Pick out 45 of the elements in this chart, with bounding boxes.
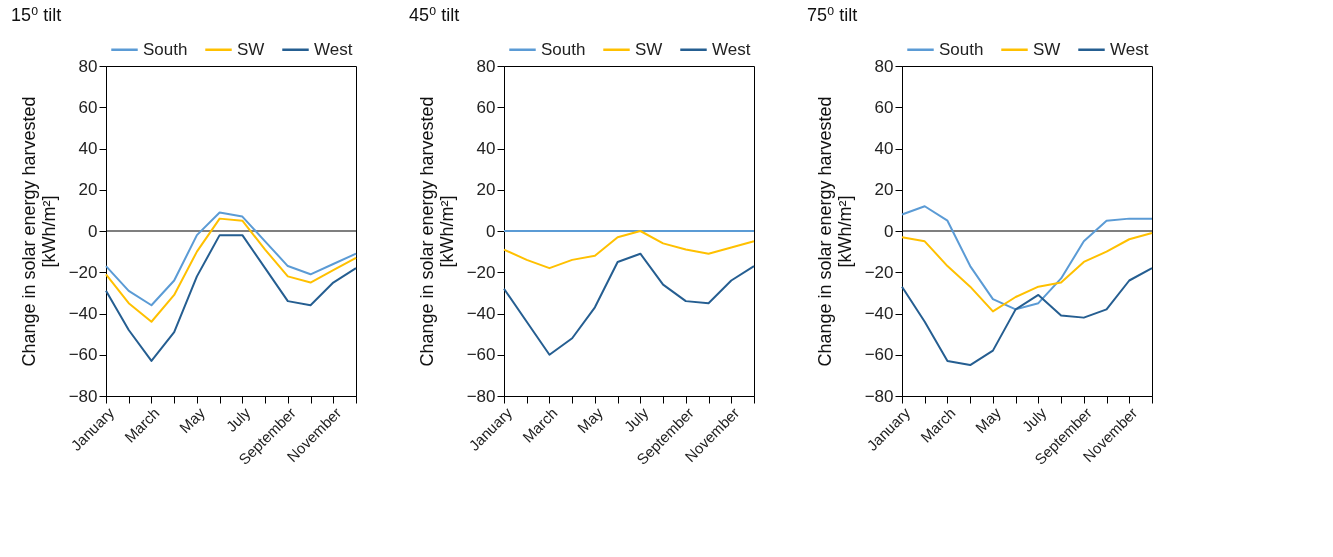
legend-label: South	[143, 39, 188, 59]
y-tick-label: 20	[874, 180, 894, 200]
y-tick-label: 0	[486, 221, 496, 241]
legend-label: SW	[1033, 39, 1061, 59]
y-tick-label: −60	[466, 345, 496, 365]
y-tick-label: 20	[476, 180, 496, 200]
y-tick-label: −80	[466, 386, 496, 406]
y-tick-label: −20	[864, 262, 894, 282]
legend-label: West	[1110, 39, 1149, 59]
y-tick-label: −20	[466, 262, 496, 282]
y-axis-title: Change in solar energy harvested [kWh/m²]	[18, 96, 59, 367]
y-tick-label: 20	[78, 180, 98, 200]
x-tick-label: May	[971, 403, 1005, 437]
y-tick-label: −80	[864, 386, 894, 406]
chart-title: 75⁰ tilt	[807, 5, 858, 25]
y-tick-label: 80	[78, 56, 98, 76]
legend-label: South	[541, 39, 586, 59]
y-tick-label: −40	[68, 304, 98, 323]
y-tick-label: 40	[78, 139, 98, 158]
x-tick-label: May	[573, 403, 607, 437]
y-tick-label: −60	[68, 345, 98, 365]
y-axis-title: Change in solar energy harvested [kWh/m²]	[416, 96, 457, 367]
chart-title: 45⁰ tilt	[409, 5, 460, 25]
legend-label: SW	[635, 39, 663, 59]
y-tick-label: 40	[476, 139, 496, 158]
y-tick-label: −60	[864, 345, 894, 365]
y-tick-label: 80	[874, 56, 894, 76]
y-tick-label: −80	[68, 386, 98, 406]
y-tick-label: 80	[476, 56, 496, 76]
legend-label: SW	[237, 39, 265, 59]
y-tick-label: 40	[874, 139, 894, 158]
legend-label: South	[939, 39, 984, 59]
legend-label: West	[314, 39, 353, 59]
legend-label: West	[712, 39, 751, 59]
y-tick-label: 0	[884, 221, 894, 241]
y-tick-label: 0	[88, 221, 98, 241]
chart-title: 15⁰ tilt	[11, 5, 62, 25]
y-tick-label: 60	[476, 97, 496, 117]
y-tick-label: −40	[864, 304, 894, 323]
x-tick-label: May	[175, 403, 209, 437]
y-axis-title: Change in solar energy harvested [kWh/m²]	[814, 96, 855, 367]
y-tick-label: 60	[78, 97, 98, 117]
y-tick-label: −40	[466, 304, 496, 323]
y-tick-label: 60	[874, 97, 894, 117]
y-tick-label: −20	[68, 262, 98, 282]
